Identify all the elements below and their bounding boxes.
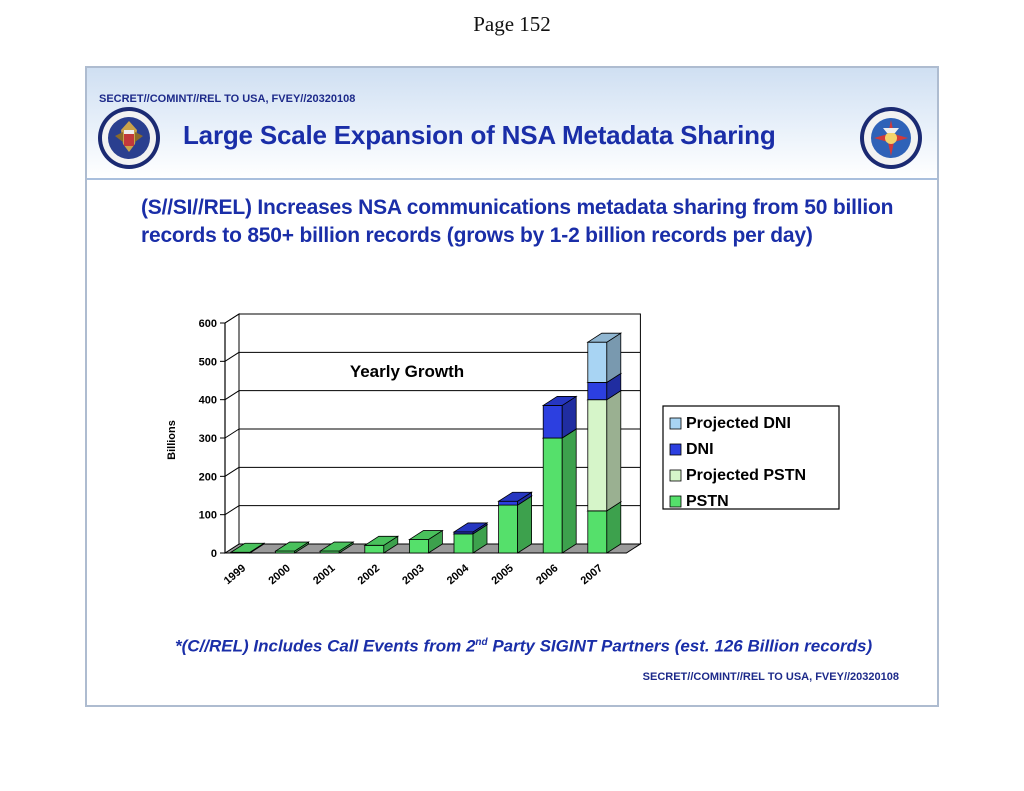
chart-gridline-side [224,428,240,439]
chart-gridline-side [224,313,240,324]
chart-legend-box [662,405,840,510]
y-tick-label: 600 [199,318,217,330]
slide: SECRET//COMINT//REL TO USA, FVEY//203201… [85,66,939,707]
nsa-seal-icon [98,107,160,169]
x-tick-label-2006: 2006 [534,562,560,587]
bar-dni-2004-top [452,522,489,533]
x-tick-label-2003: 2003 [400,562,426,587]
x-tick-label-2007: 2007 [579,562,605,587]
chart-gridline-side [224,390,240,401]
bar-pstn-2005-front [498,504,519,554]
cia-seal-icon [860,107,922,169]
x-tick-label-2005: 2005 [489,562,515,587]
legend-swatch-projected-pstn [669,469,682,482]
legend-label-pstn: PSTN [686,493,729,510]
bar-pstn-2006-side [561,428,577,554]
bar-pstn-2007-front [587,510,608,554]
legend-swatch-dni [669,443,682,456]
x-tick-label-1999: 1999 [222,562,248,587]
footnote-text-start: *(C//REL) Includes Call Events from 2 [175,636,476,656]
bar-pstn-2000-top [274,541,310,552]
classification-marking-bottom: SECRET//COMINT//REL TO USA, FVEY//203201… [642,671,899,683]
chart-title: Yearly Growth [350,362,464,381]
bar-dni-2006-top [541,396,578,406]
bar-dni-2006-front [542,405,563,439]
y-tick-label: 0 [211,548,217,560]
bar-pstn-2002-top [363,535,400,546]
bar-dni-2005-top [497,491,533,502]
bar-projected-pstn-2007-front [587,399,608,512]
chart-gridline-side [224,505,240,516]
slide-footnote: *(C//REL) Includes Call Events from 2nd … [175,632,895,658]
bar-projected-dni-2007-front [587,341,608,383]
y-tick-label: 200 [199,471,217,483]
slide-title: Large Scale Expansion of NSA Metadata Sh… [183,120,776,150]
bar-projected-pstn-2007-side [606,389,622,512]
bar-pstn-2001-top [318,541,355,552]
bar-pstn-2004-front [453,533,474,554]
chart-gridline-side [224,466,240,477]
slide-banner [87,68,937,180]
bar-pstn-2002-front [364,544,385,554]
page-number: Page 152 [473,12,551,36]
yearly-growth-chart: 0 100 200 300 400 500 600 Billions Yearly Growth… [166,313,840,587]
y-axis-title: Billions [166,420,178,460]
y-tick-label: 500 [199,356,217,368]
bar-dni-2005-front [498,500,519,506]
x-tick-label-2001: 2001 [311,562,337,587]
chart-gridline-side [224,351,240,362]
legend-swatch-pstn [669,495,682,508]
footnote-text-end: Party SIGINT Partners (est. 126 Billion … [487,636,873,656]
x-tick-label-2000: 2000 [266,562,292,587]
x-tick-label-2004: 2004 [445,562,472,587]
bar-dni-2007-front [587,382,608,401]
x-tick-label-2002: 2002 [356,562,382,587]
bar-pstn-1999-top [229,542,266,553]
bar-projected-dni-2007-top [586,332,623,343]
legend-swatch-projected-dni [669,417,682,430]
bar-pstn-2006-front [542,437,563,554]
classification-marking-top: SECRET//COMINT//REL TO USA, FVEY//203201… [99,93,356,105]
bar-pstn-2003-front [408,539,429,554]
chart-plot: 0 100 200 300 400 500 600 Billions Yearly Growth… [166,313,840,587]
legend-label-dni: DNI [686,441,714,458]
bar-pstn-2005-side [517,495,533,554]
bar-pstn-2003-top [408,530,444,540]
y-tick-label: 300 [199,433,217,445]
legend-label-projected-dni: Projected DNI [686,415,791,432]
y-tick-label: 100 [199,510,217,522]
legend-label-projected-pstn: Projected PSTN [686,467,806,484]
footnote-superscript: nd [475,637,488,648]
y-tick-label: 400 [199,395,217,407]
slide-subtitle: (S//SI//REL) Increases NSA communication… [141,196,894,247]
